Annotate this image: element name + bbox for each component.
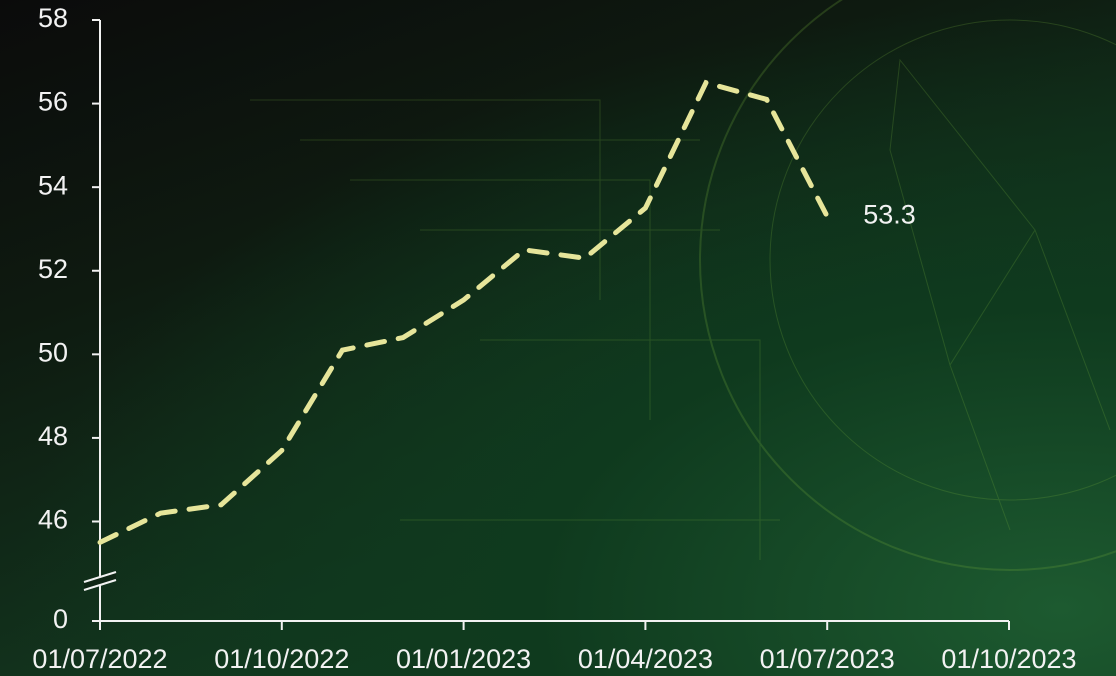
y-tick-label: 56 [38, 87, 68, 117]
x-tick-label: 01/10/2023 [941, 644, 1076, 674]
decoration [250, 0, 1116, 571]
y-tick-label: 0 [53, 604, 68, 634]
y-tick-label: 54 [38, 170, 68, 200]
x-tick-label: 01/01/2023 [396, 644, 531, 674]
y-tick-label: 58 [38, 3, 68, 33]
y-tick-label: 48 [38, 421, 68, 451]
x-tick-label: 01/07/2022 [32, 644, 167, 674]
data-line [97, 79, 830, 545]
y-tick-label: 46 [38, 505, 68, 535]
x-tick-label: 01/04/2023 [578, 644, 713, 674]
axis-break-gap [84, 572, 116, 590]
axis-break [83, 579, 117, 591]
x-tick-label: 01/07/2023 [760, 644, 895, 674]
y-tick-label: 50 [38, 337, 68, 367]
axis-break [83, 571, 117, 583]
data-label: 53.3 [863, 200, 916, 230]
x-tick-label: 01/10/2022 [214, 644, 349, 674]
y-tick-label: 52 [38, 254, 68, 284]
